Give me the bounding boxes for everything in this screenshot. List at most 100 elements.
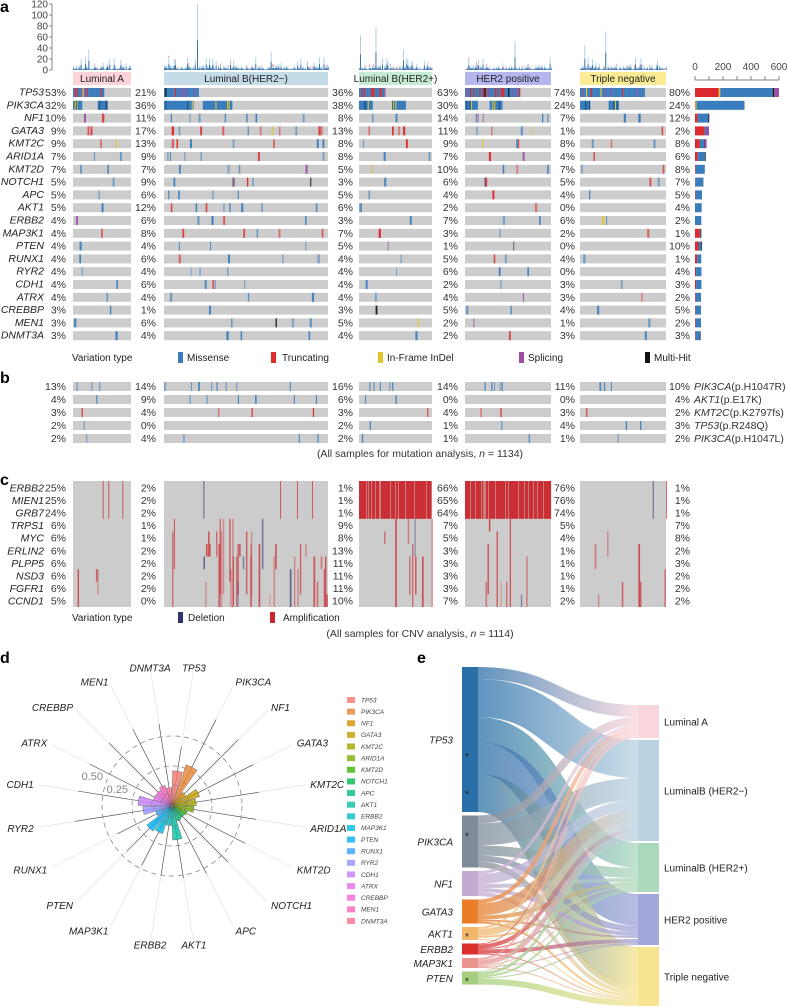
cnv-frequency: 11% bbox=[333, 571, 353, 583]
amplification-mark bbox=[483, 481, 485, 519]
hist-bar-truncating bbox=[616, 63, 618, 66]
hist-bar bbox=[302, 65, 304, 70]
mutation-mark bbox=[516, 88, 518, 97]
hist-bar-truncating bbox=[93, 63, 95, 66]
hotspot-mark bbox=[599, 382, 601, 391]
overall-count-bar-missense bbox=[696, 280, 702, 289]
mutation-mark bbox=[510, 305, 512, 315]
oncoprint-row bbox=[73, 254, 131, 264]
hist-bar-missense bbox=[633, 68, 635, 70]
mutation-mark bbox=[97, 88, 99, 97]
oncoprint-row bbox=[164, 88, 328, 97]
hist-bar bbox=[101, 66, 103, 70]
polar-axis-label: PTEN bbox=[46, 901, 73, 912]
hotspot-frequency: 1% bbox=[443, 433, 458, 445]
hist-bar-missense bbox=[288, 69, 290, 70]
oncoprint-row bbox=[580, 305, 666, 315]
hist-bar-missense bbox=[481, 68, 483, 70]
oncoprint-track bbox=[580, 139, 666, 149]
oncoprint-track bbox=[580, 331, 666, 341]
mutation-mark bbox=[237, 190, 239, 200]
hist-bar-missense bbox=[310, 69, 312, 70]
hist-bar-missense bbox=[422, 69, 424, 70]
hist-bar-missense bbox=[204, 69, 206, 70]
oncoprint-row bbox=[465, 254, 551, 264]
amplification-mark bbox=[417, 481, 419, 519]
mutation-mark bbox=[522, 292, 525, 302]
polar-legend-label: RUNX1 bbox=[361, 848, 383, 855]
mutation-mark bbox=[365, 88, 367, 97]
mutation-mark bbox=[315, 203, 318, 213]
mutation-mark bbox=[85, 88, 87, 97]
amplification-mark bbox=[245, 531, 248, 595]
hist-bar bbox=[644, 69, 646, 70]
amplification-mark bbox=[431, 481, 433, 519]
oncoprint-row bbox=[465, 190, 551, 200]
hist-bar bbox=[662, 68, 664, 70]
hist-bar bbox=[386, 57, 388, 70]
hist-bar-missense bbox=[514, 57, 516, 70]
hist-bar-missense bbox=[628, 68, 630, 70]
hist-bar-missense bbox=[224, 68, 226, 70]
hist-bar bbox=[499, 67, 500, 70]
amplification-mark bbox=[490, 481, 492, 519]
sankey-source-label: PIK3CA bbox=[417, 838, 453, 849]
cnv-mark bbox=[665, 481, 667, 519]
mutation-mark bbox=[620, 88, 623, 97]
oncoprint-row bbox=[580, 241, 666, 251]
amplification-mark bbox=[495, 481, 497, 519]
hotspot-mark bbox=[600, 382, 602, 391]
hist-bar-missense bbox=[168, 64, 170, 70]
mutation-mark bbox=[97, 100, 107, 110]
hist-bar bbox=[469, 65, 471, 70]
mutation-mark bbox=[173, 177, 176, 187]
mutation-mark bbox=[475, 88, 478, 97]
amplification-mark bbox=[513, 481, 515, 519]
hist-bar-missense bbox=[289, 69, 291, 70]
sankey-source-label: AKT1 bbox=[427, 930, 453, 941]
hist-bar bbox=[510, 68, 511, 70]
oncoprint-row bbox=[580, 177, 666, 187]
hist-bar-missense bbox=[327, 68, 329, 70]
cnv-frequency: 1% bbox=[338, 482, 353, 494]
hist-bar-missense bbox=[258, 68, 260, 70]
cnv-frequency: 7% bbox=[443, 520, 458, 532]
hist-bar-missense bbox=[405, 68, 407, 70]
polar-legend-label: PTEN bbox=[361, 837, 379, 844]
mutation-frequency: 10% bbox=[437, 164, 458, 176]
polar-legend-swatch bbox=[347, 824, 355, 831]
amplification-mark bbox=[269, 594, 271, 607]
hist-bar-missense bbox=[389, 67, 391, 70]
hist-bar bbox=[632, 69, 634, 70]
polar-bar-segment bbox=[164, 793, 168, 796]
hist-bar bbox=[212, 58, 214, 70]
polar-bar-segment bbox=[175, 813, 178, 816]
hist-bar bbox=[649, 66, 651, 70]
amplification-mark bbox=[426, 481, 428, 519]
polar-bar-map3k1 bbox=[154, 807, 172, 834]
amplification-mark bbox=[398, 481, 400, 519]
mutation-mark bbox=[79, 241, 82, 251]
mutation-mark bbox=[178, 254, 181, 264]
hotspot-mark bbox=[91, 382, 93, 391]
amplification-mark bbox=[540, 481, 542, 519]
hist-bar bbox=[260, 67, 262, 70]
legend-swatch-splicing bbox=[519, 352, 524, 363]
mutation-mark bbox=[368, 190, 370, 200]
mutation-frequency: 2% bbox=[443, 202, 458, 214]
hist-bar-missense bbox=[581, 68, 582, 70]
panel-c-cnv: ERBB2 25% 2% 1% 66% 76% 1%MIEN1 25% 2% 1% 65% 76% 1%… bbox=[7, 481, 690, 640]
hist-bar-truncating bbox=[271, 64, 273, 67]
overall-count-bar-truncating bbox=[695, 318, 696, 328]
hist-bar-truncating bbox=[611, 67, 613, 69]
amplification-mark bbox=[621, 581, 624, 607]
hist-bar-missense bbox=[286, 68, 287, 70]
hist-bar bbox=[409, 67, 411, 70]
mutation-frequency: 4% bbox=[141, 330, 156, 342]
polar-axis-label: TP53 bbox=[182, 664, 206, 675]
mutation-frequency: 32% bbox=[45, 100, 66, 112]
hist-bar-missense bbox=[231, 68, 232, 70]
hist-bar-missense bbox=[120, 65, 122, 70]
hist-bar-missense bbox=[170, 67, 172, 70]
hist-bar bbox=[267, 67, 269, 70]
